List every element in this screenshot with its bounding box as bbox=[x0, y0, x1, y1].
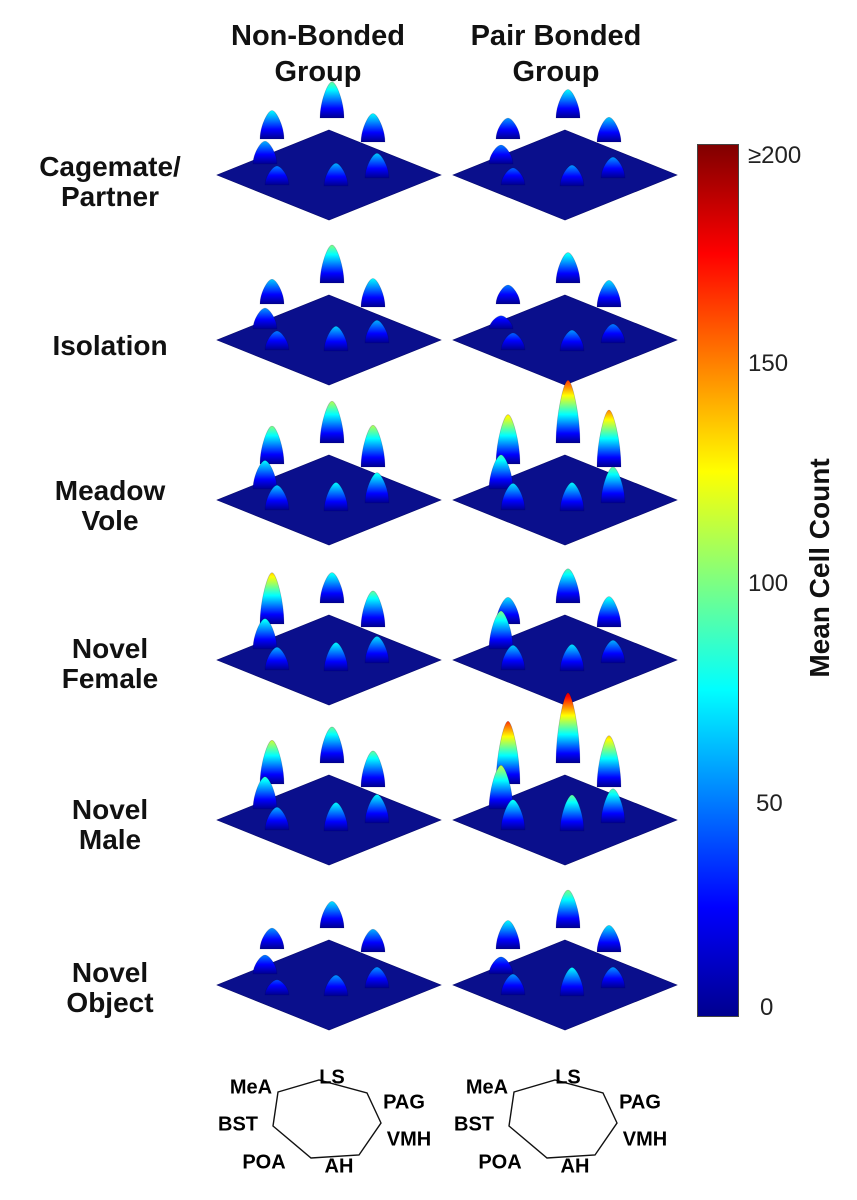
peak-ah-1-5 bbox=[559, 967, 585, 997]
peak-pag-1-0 bbox=[596, 116, 622, 143]
peak-bst-0-4 bbox=[252, 776, 278, 810]
peak-ah-1-1 bbox=[559, 329, 585, 352]
peak-ah-0-5 bbox=[323, 974, 349, 997]
colorbar-tick-0: 0 bbox=[760, 994, 774, 1021]
peak-poa-1-3 bbox=[500, 644, 526, 671]
peak-pag-1-2 bbox=[596, 409, 622, 468]
peak-pag-0-0 bbox=[360, 113, 386, 143]
colorbar-tick-150: 150 bbox=[748, 350, 789, 377]
peak-bst-0-1 bbox=[252, 307, 278, 330]
peak-bst-0-5 bbox=[252, 954, 278, 975]
peak-ls-0-4 bbox=[319, 726, 345, 764]
peak-mea-1-2 bbox=[495, 414, 521, 465]
row-label-novel-object: Novel Object bbox=[66, 957, 154, 1018]
peak-pag-0-4 bbox=[360, 750, 386, 788]
peak-poa-1-4 bbox=[500, 799, 526, 831]
peak-ls-0-0 bbox=[319, 81, 345, 119]
peak-pag-1-5 bbox=[596, 925, 622, 953]
peak-ah-1-4 bbox=[559, 794, 585, 832]
peak-ah-0-4 bbox=[323, 802, 349, 832]
peak-bst-1-4 bbox=[488, 764, 514, 810]
peak-ls-1-4 bbox=[555, 692, 581, 764]
peak-vmh-1-1 bbox=[600, 323, 626, 344]
peak-bst-1-1 bbox=[488, 315, 514, 330]
peak-ls-0-1 bbox=[319, 244, 345, 284]
peak-vmh-0-3 bbox=[364, 636, 390, 664]
row-label-isolation: Isolation bbox=[52, 330, 168, 361]
peak-poa-0-2 bbox=[264, 484, 290, 511]
peak-ls-1-1 bbox=[555, 252, 581, 284]
peak-pag-0-5 bbox=[360, 928, 386, 953]
peak-ah-0-3 bbox=[323, 642, 349, 672]
colorbar bbox=[697, 144, 739, 1017]
peak-ls-1-3 bbox=[555, 568, 581, 604]
peak-bst-0-3 bbox=[252, 618, 278, 650]
colorbar-tick-50: 50 bbox=[756, 790, 783, 817]
peak-poa-1-0 bbox=[500, 167, 526, 186]
peak-poa-1-1 bbox=[500, 332, 526, 351]
colorbar-tick-100: 100 bbox=[748, 570, 789, 597]
peak-ls-1-2 bbox=[555, 379, 581, 444]
peak-pag-0-3 bbox=[360, 590, 386, 628]
peak-pag-1-3 bbox=[596, 596, 622, 628]
peak-vmh-0-4 bbox=[364, 794, 390, 824]
peak-vmh-0-5 bbox=[364, 966, 390, 989]
peak-bst-1-2 bbox=[488, 454, 514, 490]
peak-poa-1-5 bbox=[500, 973, 526, 996]
peak-mea-0-4 bbox=[259, 739, 285, 785]
peak-ah-0-0 bbox=[323, 162, 349, 187]
peak-bst-1-3 bbox=[488, 610, 514, 650]
peak-ls-1-0 bbox=[555, 89, 581, 119]
peak-bst-0-0 bbox=[252, 140, 278, 165]
peak-poa-0-3 bbox=[264, 646, 290, 671]
peak-mea-0-3 bbox=[259, 572, 285, 625]
peak-pag-1-1 bbox=[596, 280, 622, 308]
column-header-pair-bonded: Pair Bonded Group bbox=[470, 20, 642, 88]
peak-mea-0-1 bbox=[259, 278, 285, 305]
peak-mea-1-5 bbox=[495, 920, 521, 950]
peak-poa-1-2 bbox=[500, 483, 526, 511]
peak-ah-1-0 bbox=[559, 164, 585, 187]
peak-poa-0-0 bbox=[264, 165, 290, 186]
row-label-meadow-vole: Meadow Vole bbox=[54, 475, 166, 536]
peak-bst-1-5 bbox=[488, 956, 514, 975]
colorbar-label: Mean Cell Count bbox=[804, 458, 835, 678]
peak-mea-1-1 bbox=[495, 284, 521, 305]
peak-vmh-0-2 bbox=[364, 472, 390, 504]
peak-pag-0-1 bbox=[360, 278, 386, 308]
peak-ah-1-3 bbox=[559, 644, 585, 672]
peak-mea-0-0 bbox=[259, 110, 285, 140]
peak-pag-1-4 bbox=[596, 735, 622, 788]
colorbar-tick-200: ≥200 bbox=[748, 142, 802, 169]
peak-ah-1-2 bbox=[559, 482, 585, 512]
row-label-cagemate-partner: Cagemate/ Partner bbox=[39, 151, 181, 212]
peak-mea-0-5 bbox=[259, 927, 285, 950]
peak-mea-1-0 bbox=[495, 117, 521, 140]
peak-ls-0-2 bbox=[319, 400, 345, 444]
peak-poa-0-4 bbox=[264, 806, 290, 831]
peak-ah-0-2 bbox=[323, 482, 349, 512]
peak-bst-1-0 bbox=[488, 144, 514, 165]
peak-ls-0-3 bbox=[319, 572, 345, 604]
column-header-non-bonded: Non-Bonded Group bbox=[231, 20, 405, 88]
peak-ls-0-5 bbox=[319, 901, 345, 929]
peak-vmh-1-5 bbox=[600, 966, 626, 989]
peak-mea-0-2 bbox=[259, 425, 285, 465]
peak-vmh-1-4 bbox=[600, 788, 626, 824]
peak-poa-0-5 bbox=[264, 979, 290, 996]
row-label-novel-male: Novel Male bbox=[71, 794, 149, 855]
peak-ah-0-1 bbox=[323, 325, 349, 352]
peak-vmh-1-0 bbox=[600, 156, 626, 179]
row-label-novel-female: Novel Female bbox=[61, 633, 159, 694]
peak-poa-0-1 bbox=[264, 330, 290, 351]
peak-vmh-0-1 bbox=[364, 319, 390, 344]
peak-vmh-1-3 bbox=[600, 639, 626, 664]
peak-bst-0-2 bbox=[252, 460, 278, 490]
peak-vmh-0-0 bbox=[364, 152, 390, 179]
peak-pag-0-2 bbox=[360, 424, 386, 468]
peak-vmh-1-2 bbox=[600, 466, 626, 504]
peak-ls-1-5 bbox=[555, 889, 581, 929]
